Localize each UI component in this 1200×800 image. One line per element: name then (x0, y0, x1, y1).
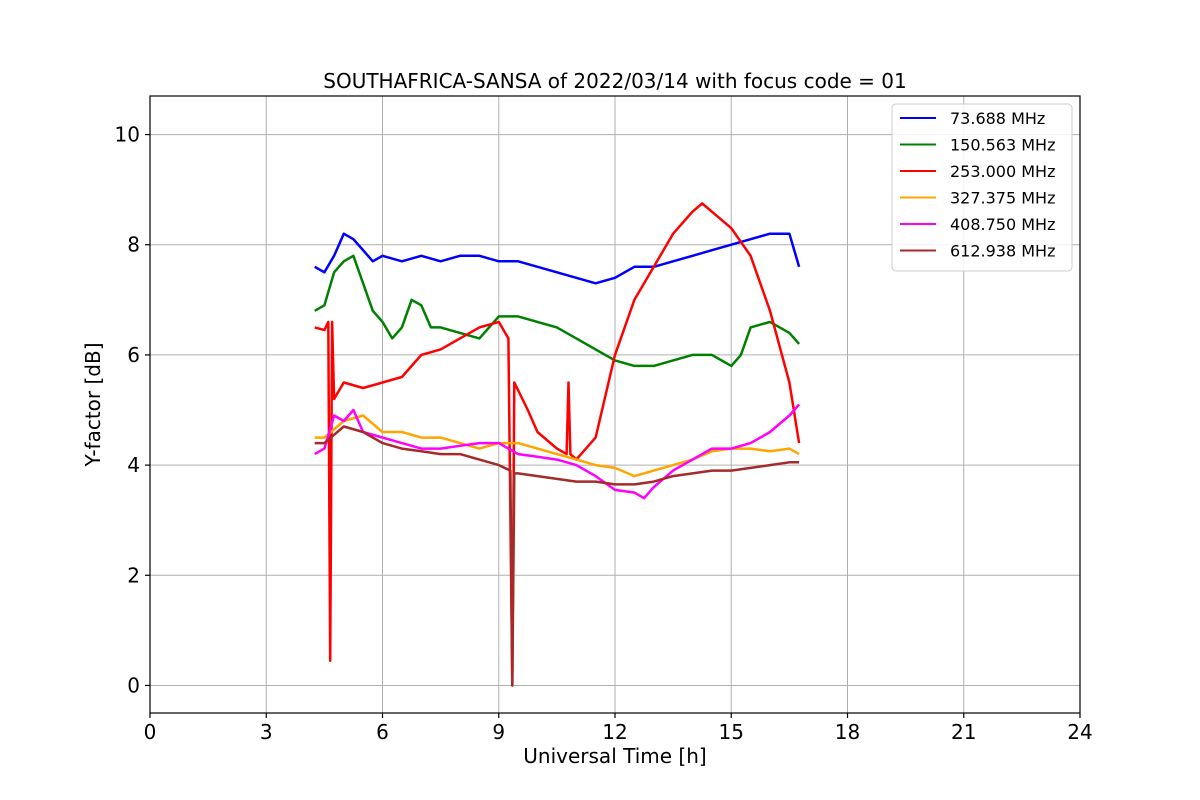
legend-label: 253.000 MHz (950, 162, 1055, 181)
x-tick-label: 12 (602, 720, 627, 744)
legend-box (891, 103, 1073, 272)
x-tick-label: 3 (260, 720, 273, 744)
x-tick-label: 21 (951, 720, 976, 744)
series-line-2 (314, 202, 801, 687)
x-axis-label: Universal Time [h] (523, 744, 706, 768)
legend: 73.688 MHz 150.563 MHz 253.000 MHz 327.375 … (891, 103, 1073, 272)
y-tick-label: 0 (127, 673, 140, 697)
y-tick-label: 6 (127, 343, 140, 367)
series-line-5 (314, 425, 800, 687)
series-line-4 (314, 403, 801, 500)
x-tick-label: 0 (144, 720, 157, 744)
y-tick-label: 8 (127, 233, 140, 257)
y-tick-label: 10 (115, 123, 140, 147)
series-line-0 (314, 232, 801, 285)
x-tick-label: 15 (719, 720, 744, 744)
legend-label: 150.563 MHz (950, 136, 1055, 155)
series-line-1 (314, 254, 801, 368)
legend-label: 408.750 MHz (950, 215, 1055, 234)
y-tick-label: 4 (127, 453, 140, 477)
x-tick-label: 18 (835, 720, 860, 744)
chart-title: SOUTHAFRICA-SANSA of 2022/03/14 with foc… (323, 69, 907, 93)
legend-label: 73.688 MHz (950, 109, 1045, 128)
x-tick-label: 9 (492, 720, 505, 744)
x-tick-label: 6 (376, 720, 389, 744)
legend-label: 327.375 MHz (950, 189, 1055, 208)
series-layer (314, 202, 801, 687)
x-tick-label: 24 (1067, 720, 1092, 744)
y-axis-label: Y-factor [dB] (81, 342, 105, 467)
legend-label: 612.938 MHz (950, 242, 1055, 261)
y-tick-label: 2 (127, 563, 140, 587)
